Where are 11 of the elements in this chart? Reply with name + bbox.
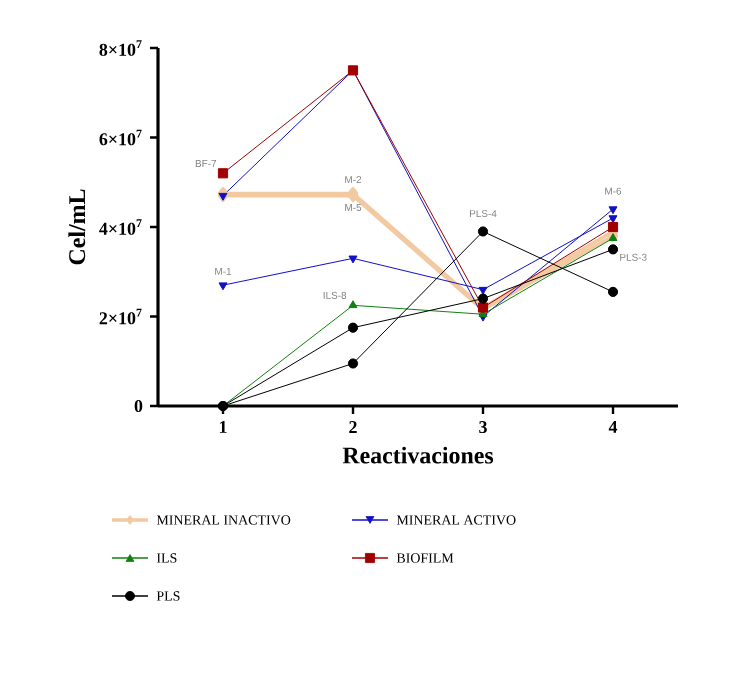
x-tick-label: 4 xyxy=(608,421,618,433)
y-tick-label: 8×10$^{7}$ xyxy=(99,40,142,56)
y-tick-label: 4×10$^{7}$ xyxy=(99,219,142,235)
y-tick-label: 0 xyxy=(134,399,143,413)
x-axis-title: Reactivaciones xyxy=(342,446,494,464)
x-tick-label: 2 xyxy=(349,421,357,433)
y-axis-title: Cel/mL xyxy=(68,189,86,265)
x-tick-label: 1 xyxy=(219,421,227,433)
y-tick-label: 6×10$^{7}$ xyxy=(99,129,142,146)
x-tick-label: 3 xyxy=(479,421,487,434)
y-tick-label: 2×10$^{7}$ xyxy=(99,308,142,325)
